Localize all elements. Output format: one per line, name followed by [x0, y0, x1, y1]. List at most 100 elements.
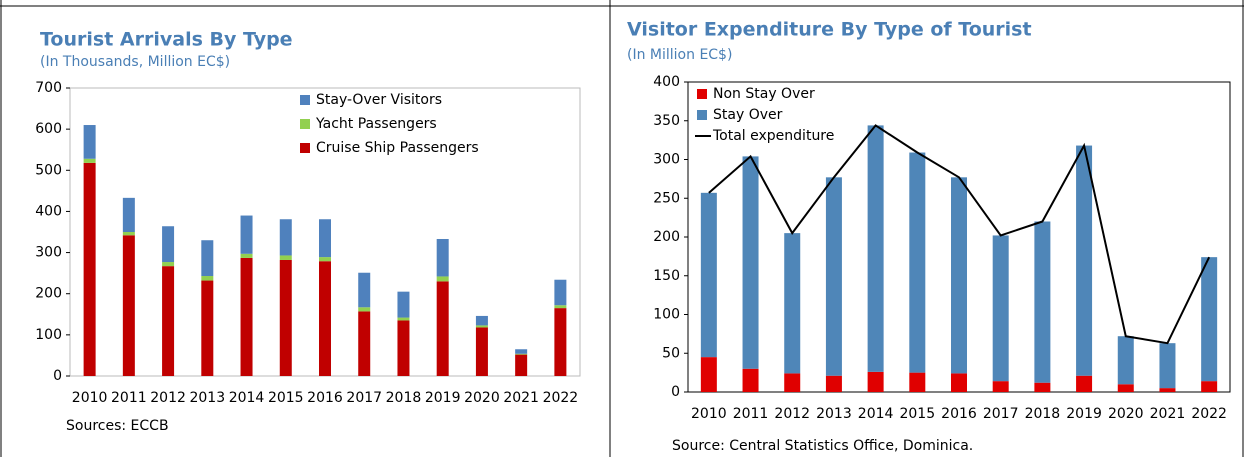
chart-title: Tourist Arrivals By Type	[40, 29, 293, 51]
x-tick-label: 2020	[464, 390, 500, 406]
x-tick-label: 2016	[941, 406, 977, 422]
y-tick-label: 500	[35, 162, 62, 178]
x-tick-label: 2011	[733, 406, 769, 422]
bar-segment	[1117, 384, 1134, 392]
bar-segment	[475, 325, 488, 328]
bar-segment	[1201, 381, 1218, 392]
y-tick-label: 0	[53, 368, 62, 384]
bar-segment	[554, 308, 567, 376]
bar-segment	[162, 226, 175, 263]
x-tick-label: 2013	[189, 390, 225, 406]
x-tick-label: 2010	[72, 390, 108, 406]
x-tick-label: 2022	[1191, 406, 1227, 422]
chart-subtitle: (In Thousands, Million EC$)	[40, 54, 230, 70]
bar-segment	[240, 257, 253, 376]
bar-segment	[867, 371, 884, 392]
bar-segment	[279, 255, 292, 260]
x-tick-label: 2016	[307, 390, 343, 406]
bar-segment	[319, 257, 331, 262]
bar-segment	[825, 375, 842, 392]
y-tick-label: 250	[653, 190, 680, 206]
bar-segment	[1034, 221, 1051, 383]
bar-segment	[1076, 145, 1093, 376]
bar-segment	[742, 368, 759, 392]
x-tick-label: 2019	[425, 390, 461, 406]
bar-segment	[475, 315, 488, 326]
bar-segment	[554, 279, 567, 306]
legend-swatch	[697, 89, 707, 99]
bar-segment	[358, 272, 371, 308]
bar-segment	[122, 235, 135, 376]
bar-segment	[83, 125, 96, 159]
x-tick-label: 2017	[983, 406, 1019, 422]
x-tick-label: 2020	[1108, 406, 1144, 422]
y-tick-label: 300	[35, 245, 62, 261]
bar-segment	[554, 305, 567, 309]
x-tick-label: 2011	[111, 390, 147, 406]
bar-segment	[201, 280, 214, 376]
y-tick-label: 50	[662, 345, 680, 361]
y-tick-label: 100	[35, 327, 62, 343]
bar-segment	[909, 372, 926, 392]
bar-segment	[992, 235, 1009, 382]
bar-segment	[1159, 388, 1176, 392]
x-tick-label: 2010	[691, 406, 727, 422]
y-tick-label: 400	[35, 203, 62, 219]
x-tick-label: 2015	[268, 390, 304, 406]
y-tick-label: 0	[671, 384, 680, 400]
legend-label: Total expenditure	[712, 128, 834, 144]
bar-segment	[951, 177, 967, 374]
bar-segment	[784, 233, 801, 374]
bar-segment	[951, 373, 967, 392]
bar-segment	[358, 311, 371, 376]
total-line	[708, 124, 1211, 345]
y-tick-label: 300	[653, 152, 680, 168]
chart-title: Visitor Expenditure By Type of Tourist	[627, 19, 1032, 41]
bar-segment	[475, 327, 488, 376]
bar-segment	[867, 125, 884, 372]
x-tick-label: 2018	[1025, 406, 1061, 422]
legend-label: Yacht Passengers	[315, 116, 437, 132]
y-tick-label: 400	[653, 74, 680, 90]
bar-segment	[825, 177, 842, 376]
y-tick-label: 150	[653, 268, 680, 284]
bar-segment	[1034, 382, 1051, 392]
bar-segment	[1117, 336, 1134, 385]
bar-segment	[1201, 257, 1218, 382]
y-tick-label: 200	[653, 229, 680, 245]
bar-segment	[162, 262, 175, 267]
bar-segment	[784, 373, 801, 392]
x-tick-label: 2021	[503, 390, 539, 406]
bar-segment	[279, 259, 292, 376]
bar-segment	[358, 307, 371, 312]
legend-swatch	[697, 110, 707, 120]
legend-swatch	[300, 119, 310, 129]
bar-segment	[515, 353, 528, 355]
bar-segment	[201, 240, 214, 277]
bar-segment	[1076, 375, 1093, 392]
bar-segment	[436, 281, 449, 376]
bar-segment	[319, 261, 331, 376]
bar-segment	[83, 162, 96, 376]
bar-segment	[279, 219, 292, 256]
bar-segment	[700, 192, 717, 358]
x-tick-label: 2014	[858, 406, 894, 422]
bar-segment	[436, 238, 449, 277]
bar-segment	[397, 317, 410, 321]
x-tick-label: 2013	[816, 406, 852, 422]
x-tick-label: 2012	[774, 406, 810, 422]
x-tick-label: 2014	[229, 390, 265, 406]
source-note: Sources: ECCB	[66, 418, 169, 434]
legend-label: Non Stay Over	[713, 86, 815, 102]
y-tick-label: 200	[35, 286, 62, 302]
legend-label: Stay-Over Visitors	[316, 92, 442, 108]
bar-segment	[201, 276, 214, 281]
y-tick-label: 600	[35, 121, 62, 137]
x-tick-label: 2017	[346, 390, 382, 406]
y-tick-label: 100	[653, 307, 680, 323]
bar-segment	[240, 215, 253, 254]
bar-segment	[397, 291, 410, 318]
bar-segment	[742, 156, 759, 369]
bar-segment	[992, 381, 1009, 392]
